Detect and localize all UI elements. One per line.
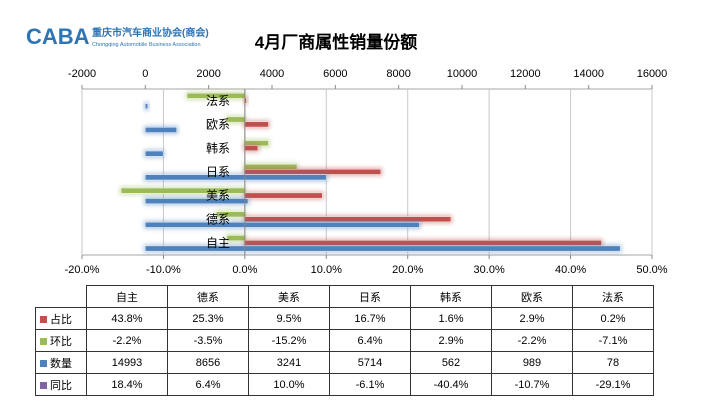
table-cell: 2.9% <box>491 307 573 330</box>
table-row: 同比 18.4% 6.4% 10.0% -6.1% -40.4% -10.7% -29.1% <box>35 373 654 396</box>
org-name-en: Chongqing Automobile Business Associatio… <box>92 42 201 48</box>
data-table: 自主 德系 美系 日系 韩系 欧系 法系占比 43.8% 25.3% 9.5% 16.7% 1.6% 2… <box>35 285 654 396</box>
caba-logo: CABA 重庆市汽车商业协会(商会) Chongqing Automobile … <box>26 24 209 49</box>
bottom-axis-label: 30.0% <box>474 264 505 276</box>
table-cell: -3.5% <box>167 329 249 352</box>
chart-title: 4月厂商属性销量份额 <box>255 32 417 52</box>
table-cell: 18.4% <box>86 373 168 396</box>
table-cell: -6.1% <box>329 373 411 396</box>
table-header: 美系 <box>248 285 330 308</box>
bottom-axis-label: 0.0% <box>232 264 257 276</box>
bar-数量 <box>145 174 327 181</box>
category-label: 日系 <box>206 165 230 179</box>
plot-area: -2000 0 2000 4000 6000 8000 10000 12000 14000 160… <box>65 68 668 276</box>
table-row: 环比 -2.2% -3.5% -15.2% 6.4% 2.9% -2.2% -7.1% <box>35 329 654 352</box>
row-label: 占比 <box>50 313 72 326</box>
top-axis-label: 6000 <box>323 68 347 80</box>
bottom-axis-label: 20.0% <box>392 264 423 276</box>
bar-数量 <box>145 103 149 110</box>
category-label: 美系 <box>206 189 230 203</box>
top-axis-label: 2000 <box>196 68 220 80</box>
bottom-axis-label: -20.0% <box>65 264 100 276</box>
row-header: 同比 <box>35 373 87 396</box>
category-label: 韩系 <box>206 140 230 155</box>
table-cell: -15.2% <box>248 329 330 352</box>
row-header: 占比 <box>35 307 87 330</box>
table-cell: 25.3% <box>167 307 249 330</box>
table-cell: 6.4% <box>167 373 249 396</box>
table-cell: 1.6% <box>410 307 492 330</box>
bottom-axis-label: 10.0% <box>311 264 342 276</box>
legend-swatch <box>40 338 47 346</box>
table-cell: 10.0% <box>248 373 330 396</box>
bar-数量 <box>145 198 249 204</box>
table-cell: -10.7% <box>491 373 573 396</box>
logo-text: CABA <box>26 24 90 49</box>
row-header: 数量 <box>35 351 87 374</box>
top-axis-label: 16000 <box>637 68 668 80</box>
table-header: 韩系 <box>410 285 492 308</box>
table-row: 数量 14993 8656 3241 5714 562 989 78 <box>35 351 654 374</box>
top-axis-label: 8000 <box>386 68 410 80</box>
top-axis-label: 4000 <box>260 68 284 80</box>
top-axis-label: 0 <box>142 68 148 80</box>
top-axis-label: 14000 <box>573 68 604 80</box>
table-cell: 16.7% <box>329 307 411 330</box>
table-header: 自主 <box>86 285 168 308</box>
table-cell: 6.4% <box>329 329 411 352</box>
org-name: 重庆市汽车商业协会(商会) <box>92 26 209 39</box>
category-label: 法系 <box>206 94 230 108</box>
category-label: 欧系 <box>206 118 230 132</box>
bar-占比 <box>244 192 323 199</box>
table-cell: 562 <box>410 351 492 374</box>
category-label: 自主 <box>206 236 230 250</box>
bottom-axis-label: -10.0% <box>146 264 181 276</box>
bottom-axis-label: 40.0% <box>555 264 586 276</box>
bottom-axis-label: 50.0% <box>636 264 667 276</box>
bar-数量 <box>145 150 164 157</box>
table-cell: 14993 <box>86 351 168 374</box>
table-cell: 78 <box>572 351 654 374</box>
bar-占比 <box>244 121 269 128</box>
table-cell: -2.2% <box>86 329 168 352</box>
table-cell: 2.9% <box>410 329 492 352</box>
chart-svg: CABA 重庆市汽车商业协会(商会) Chongqing Automobile … <box>26 24 668 276</box>
bar-数量 <box>145 222 420 228</box>
bar-占比 <box>244 145 259 151</box>
legend-swatch <box>40 382 47 390</box>
table-cell: -2.2% <box>491 329 573 352</box>
row-header: 环比 <box>35 329 87 352</box>
table-cell: 5714 <box>329 351 411 374</box>
row-label: 同比 <box>50 379 72 392</box>
category-label: 德系 <box>206 211 230 226</box>
table-row: 占比 43.8% 25.3% 9.5% 16.7% 1.6% 2.9% 0.2% <box>35 307 654 330</box>
bar-数量 <box>145 245 621 252</box>
table-header: 日系 <box>329 285 411 308</box>
row-label: 数量 <box>50 357 72 370</box>
table-cell: -40.4% <box>410 373 492 396</box>
table-corner <box>35 285 87 308</box>
table-cell: -29.1% <box>572 373 654 396</box>
table-cell: 9.5% <box>248 307 330 330</box>
top-axis-label: 10000 <box>447 68 478 80</box>
table-cell: 43.8% <box>86 307 168 330</box>
top-axis-label: -2000 <box>68 68 96 80</box>
legend-swatch <box>40 316 47 324</box>
legend-swatch <box>40 360 47 368</box>
table-cell: 3241 <box>248 351 330 374</box>
table-cell: 0.2% <box>572 307 654 330</box>
table-cell: -7.1% <box>572 329 654 352</box>
table-header: 欧系 <box>491 285 573 308</box>
top-axis-label: 12000 <box>510 68 541 80</box>
table-header: 法系 <box>572 285 654 308</box>
bar-数量 <box>145 127 177 133</box>
table-header: 德系 <box>167 285 249 308</box>
table-cell: 8656 <box>167 351 249 374</box>
table-cell: 989 <box>491 351 573 374</box>
row-label: 环比 <box>50 335 72 348</box>
